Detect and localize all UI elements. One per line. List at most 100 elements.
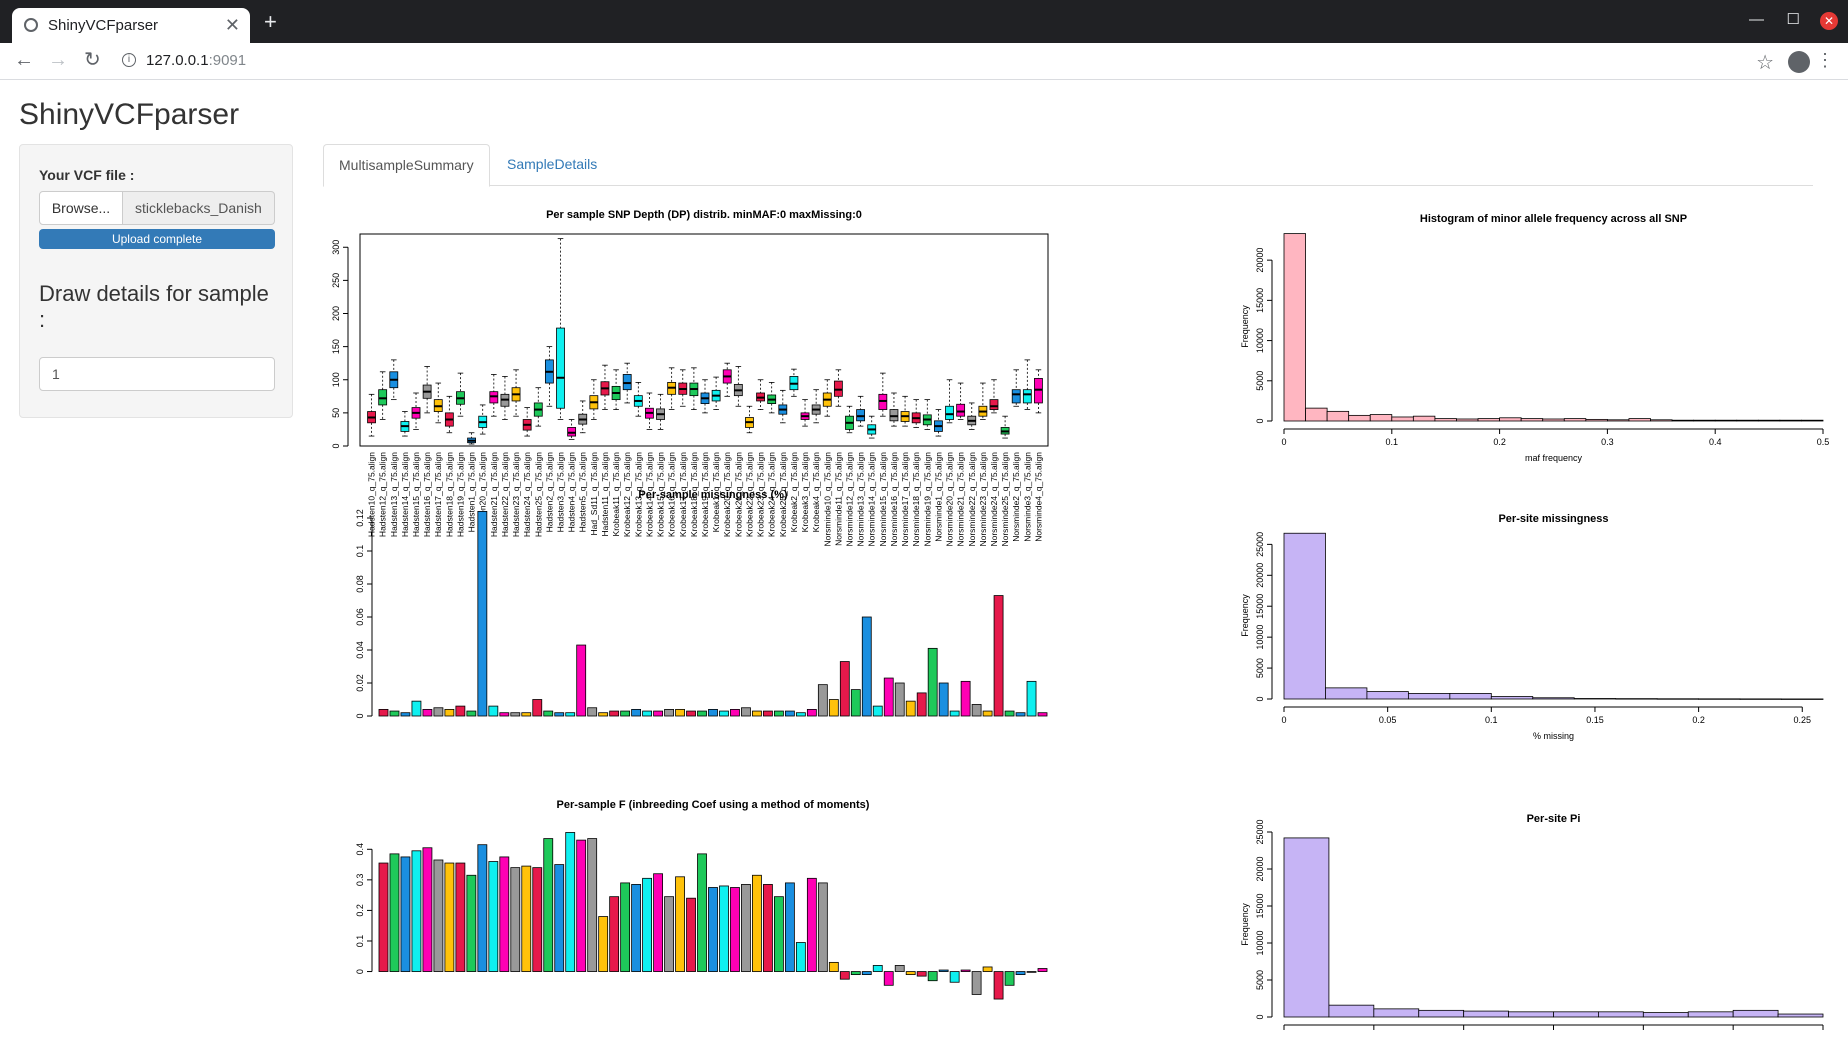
sample-label: Krobeak21_q_75.align — [733, 452, 743, 537]
chart-title: Per-site Pi — [1527, 813, 1581, 825]
sample-label: Hadsten18_q_75.align — [444, 452, 454, 537]
minimize-icon[interactable]: — — [1749, 11, 1764, 28]
sample-label: Norsminde17_q_75.align — [900, 452, 910, 547]
sample-label: Hadsten15_q_75.align — [411, 452, 421, 537]
bar — [949, 710, 960, 717]
bar — [916, 692, 927, 717]
bar — [960, 969, 971, 972]
hist-bar — [1628, 418, 1651, 422]
file-name-field[interactable]: sticklebacks_Danish — [123, 191, 275, 225]
hist-bar — [1305, 407, 1328, 422]
sample-label: Krobeak4_q_75.align — [811, 452, 821, 533]
sample-label: Had_Sd11_q_75.align — [589, 452, 599, 536]
bar — [587, 838, 598, 972]
menu-icon[interactable]: ⋮ — [1816, 50, 1834, 70]
profile-icon[interactable] — [1788, 51, 1810, 73]
bar — [389, 710, 400, 717]
hist3-x-tick-label: 0.4 — [1709, 437, 1722, 447]
bar2-y-tick-label: 0.4 — [355, 843, 365, 856]
sample-number-input[interactable]: 1 — [39, 357, 275, 391]
hist4-x-tick-label: 0 — [1281, 715, 1286, 725]
bar — [554, 712, 565, 717]
bar — [828, 961, 839, 972]
hist-bar — [1801, 419, 1824, 422]
box — [1022, 389, 1032, 404]
browser-tab[interactable]: ShinyVCFparser ✕ — [12, 8, 250, 43]
browse-button[interactable]: Browse... — [39, 191, 123, 225]
address-bar[interactable]: 127.0.0.1:9091 — [146, 52, 246, 69]
close-icon[interactable]: ✕ — [224, 15, 240, 35]
bar1-y-tick-label: 0 — [355, 713, 365, 718]
bar — [741, 884, 751, 972]
hist-bar — [1563, 418, 1587, 422]
sample-label: Norsminde3_q_75.align — [1022, 452, 1032, 542]
hist-bar — [1283, 532, 1326, 700]
missingness-barplot: Per-sample missingness (%) 0 0.02 0.04 0.06 0… — [323, 486, 1063, 726]
hist5-y-tick-label: 10000 — [1255, 930, 1265, 955]
bar2-y-tick-label: 0.2 — [355, 904, 365, 917]
bar — [773, 896, 784, 972]
forward-icon[interactable]: → — [48, 49, 68, 71]
bar — [543, 838, 554, 972]
hist-bar — [1542, 418, 1565, 422]
bar — [565, 832, 576, 972]
info-icon[interactable]: i — [122, 53, 136, 67]
hist-bar — [1698, 698, 1741, 700]
y-axis-label: Frequency — [1240, 903, 1250, 946]
sample-label: Krobeak19_q_75.align — [700, 452, 710, 537]
bar — [730, 708, 740, 717]
bar — [861, 971, 872, 976]
hist-bar — [1366, 691, 1409, 700]
sample-label: Hadsten19_q_75.align — [455, 452, 465, 537]
back-icon[interactable]: ← — [14, 49, 34, 71]
bar — [784, 882, 795, 972]
hist3-y-tick-label: 15000 — [1255, 288, 1265, 313]
depth-y-tick-label: 150 — [331, 339, 341, 354]
new-tab-icon[interactable]: + — [264, 9, 277, 34]
site-pi-histogram: Per-site Pi 0 5000 10000 15000 20000 25000 Freq… — [1063, 796, 1824, 1053]
sample-label: Norsminde1_q_75.align — [933, 452, 943, 542]
bar — [839, 971, 850, 980]
bar — [510, 867, 521, 972]
hist-bar — [1477, 418, 1501, 422]
maximize-icon[interactable]: ☐ — [1786, 11, 1800, 28]
hist-bar — [1499, 417, 1522, 422]
bar — [971, 971, 982, 995]
sample-label: Hadsten10_q_75.align — [367, 452, 377, 537]
depth-y-tick-label: 200 — [331, 306, 341, 321]
reload-icon[interactable]: ↻ — [84, 49, 101, 71]
bar — [795, 712, 806, 717]
bookmark-star-icon[interactable]: ☆ — [1756, 52, 1774, 74]
sample-label: Krobeak20_q_75.align — [722, 452, 732, 537]
hist-bar — [1369, 414, 1393, 422]
bar — [433, 707, 444, 717]
bar — [741, 707, 751, 717]
tab-sample-details[interactable]: SampleDetails — [507, 156, 598, 172]
hist3-y-tick-label: 5000 — [1255, 371, 1265, 391]
bar — [752, 710, 762, 717]
sample-label: Norsminde19_q_75.align — [922, 452, 932, 547]
bar — [763, 884, 773, 972]
bar — [730, 887, 740, 972]
hist-bar — [1283, 233, 1306, 422]
bar — [510, 712, 521, 717]
plot-frame — [359, 233, 1049, 447]
sample-label: Norsminde18_q_75.align — [911, 452, 921, 547]
bar — [861, 616, 872, 717]
bar2-y-tick-label: 0.1 — [355, 935, 365, 948]
sample-label: Norsminde20_q_75.align — [945, 452, 955, 547]
bar — [982, 710, 993, 717]
hist3-y-tick-label: 20000 — [1255, 248, 1265, 273]
sample-label: Krobeak23_q_75.align — [756, 452, 766, 537]
depth-y-tick-label: 300 — [331, 240, 341, 255]
hist4-y-tick-label: 0 — [1255, 696, 1265, 701]
tab-multisample-summary[interactable]: MultisampleSummary — [323, 144, 490, 187]
bar — [1037, 968, 1048, 972]
bar1-y-tick-label: 0.04 — [355, 641, 365, 659]
bar — [631, 708, 642, 717]
browser-toolbar: ← → ↻ i 127.0.0.1:9091 ☆ ⋮ — [0, 43, 1848, 80]
bar — [477, 510, 488, 717]
window-close-icon[interactable]: ✕ — [1820, 12, 1838, 30]
bar — [828, 699, 839, 717]
bar — [773, 710, 784, 717]
